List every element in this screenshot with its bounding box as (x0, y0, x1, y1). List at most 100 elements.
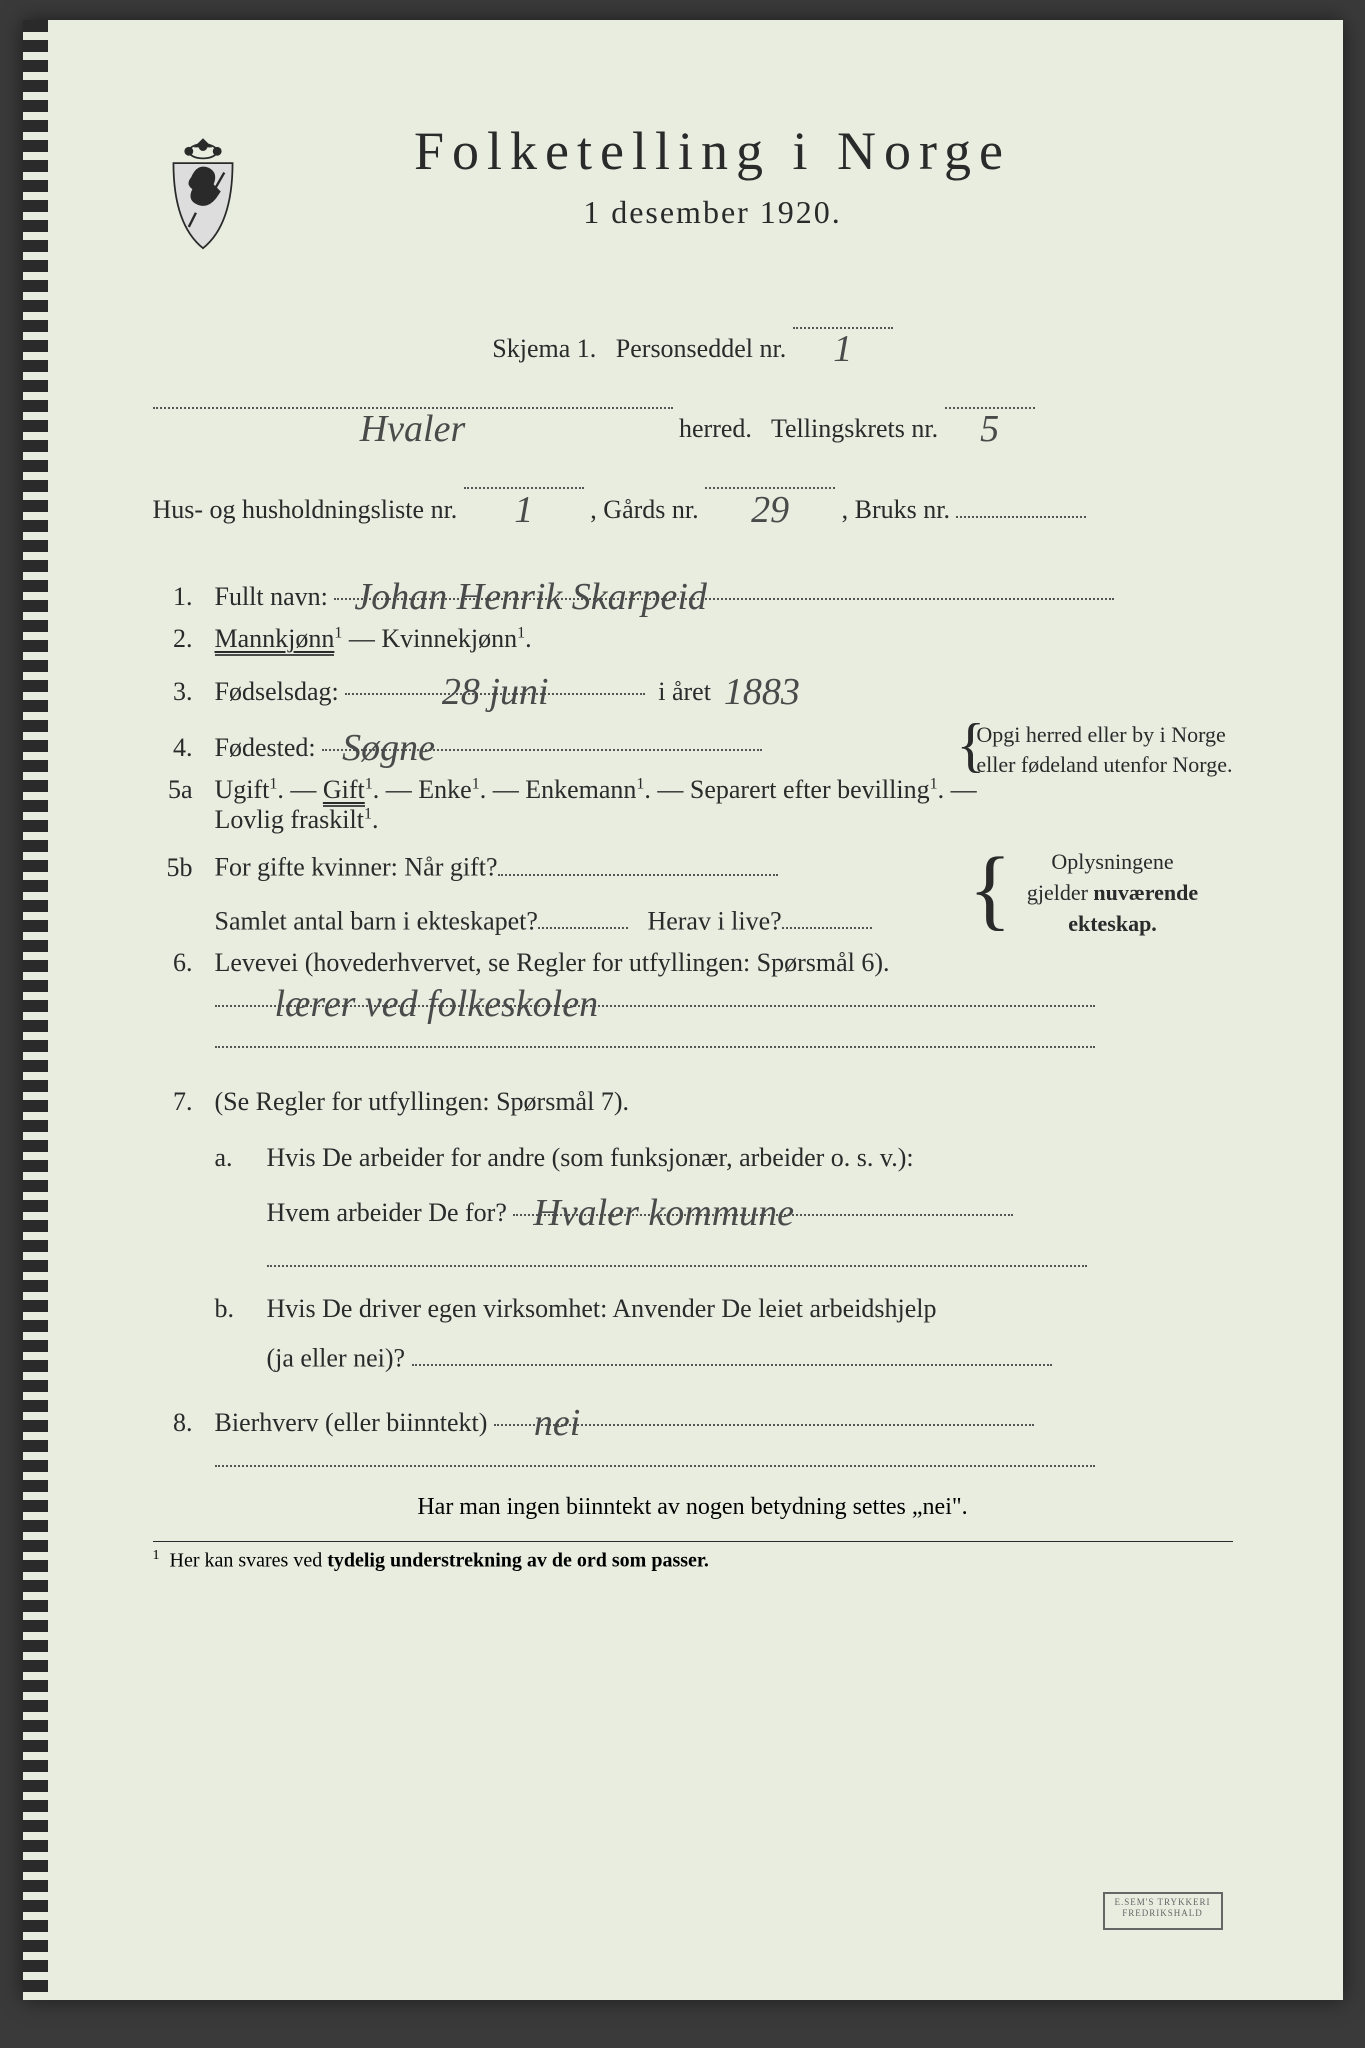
husliste-nr: 1 (514, 489, 533, 531)
q1-num: 1. (153, 582, 203, 612)
q5a-d1: . — (277, 775, 323, 804)
q6-content: Levevei (hovederhvervet, se Regler for u… (215, 948, 1233, 1055)
q5b-num: 5b (153, 853, 203, 883)
q3-label: Fødselsdag: (215, 677, 339, 706)
q5a-fraskilt: Lovlig fraskilt (215, 805, 364, 834)
q7-content: (Se Regler for utfyllingen: Spørsmål 7).… (215, 1087, 1233, 1385)
q2-period: . (525, 624, 532, 653)
q2-content: Mannkjønn1 — Kvinnekjønn1. (215, 624, 1233, 654)
q5a-s2: 1 (365, 776, 373, 793)
q5a-ugift: Ugift (215, 775, 270, 804)
herred-line: Hvaler herred. Tellingskrets nr. 5 (153, 380, 1233, 460)
q5a-p: . (372, 805, 379, 834)
q5b-side-l1: Oplysningene (993, 847, 1233, 878)
subtitle: 1 desember 1920. (293, 194, 1133, 231)
q3-day-field: 28 juni (345, 666, 645, 695)
q8-num: 8. (153, 1408, 203, 1438)
q7-num: 7. (153, 1087, 203, 1117)
q8-content: Bierhverv (eller biinntekt) nei (215, 1397, 1233, 1474)
q1-row: 1. Fullt navn: Johan Henrik Skarpeid (153, 571, 1233, 612)
husliste-field: 1 (464, 461, 584, 490)
printer-stamp: E.SEM'S TRYKKERI FREDRIKSHALD (1103, 1892, 1223, 1930)
q6-field: lærer ved folkeskolen (215, 978, 1095, 1007)
q5a-d4: . — (644, 775, 690, 804)
q2-sup2: 1 (517, 625, 525, 642)
q3-num: 3. (153, 677, 203, 707)
q2-kvinne: Kvinnekjønn (381, 624, 517, 653)
skjema-line: Skjema 1. Personseddel nr. 1 (153, 300, 1233, 380)
q5a-enkemann: Enkemann (525, 775, 636, 804)
q6-label: Levevei (hovederhvervet, se Regler for u… (215, 948, 890, 977)
q1-content: Fullt navn: Johan Henrik Skarpeid (215, 571, 1233, 612)
q7b-content: Hvis De driver egen virksomhet: Anvender… (267, 1294, 1233, 1374)
q3-year-label: i året (658, 677, 711, 706)
q1-value: Johan Henrik Skarpeid (354, 576, 706, 618)
q7-label: (Se Regler for utfyllingen: Spørsmål 7). (215, 1087, 629, 1116)
q4-note: { Opgi herred eller by i Norge eller fød… (976, 720, 1232, 779)
q5b-f1 (498, 847, 778, 876)
q2-mann: Mannkjønn (215, 624, 335, 656)
footnote: 1 Her kan svares ved tydelig understrekn… (153, 1541, 1233, 1573)
q5b-row: 5b For gifte kvinner: Når gift? Samlet a… (153, 847, 1233, 936)
q5b-l2a: Samlet antal barn i ekteskapet? (215, 906, 538, 935)
q5b-l2b: Herav i live? (647, 906, 781, 935)
q5b-f3 (782, 901, 872, 930)
brace-icon: { (956, 730, 985, 760)
q4-field: Søgne (322, 722, 762, 751)
q7a-field2 (267, 1238, 1087, 1267)
tellingskrets-field: 5 (945, 380, 1035, 409)
q4-num: 4. (153, 733, 203, 763)
census-form-page: Folketelling i Norge 1 desember 1920. Sk… (23, 20, 1343, 2000)
q3-day: 28 juni (442, 671, 549, 713)
q8-row: 8. Bierhverv (eller biinntekt) nei (153, 1397, 1233, 1474)
q7a-num: a. (215, 1143, 255, 1173)
q7a-content: Hvis De arbeider for andre (som funksjon… (267, 1143, 1233, 1274)
q7b-num: b. (215, 1294, 255, 1324)
bruks-label: , Bruks nr. (842, 495, 950, 524)
q6-num: 6. (153, 948, 203, 978)
q1-label: Fullt navn: (215, 582, 328, 611)
q5b-side-l2: gjelder nuværende (993, 878, 1233, 909)
q5b-content: For gifte kvinner: Når gift? Samlet anta… (215, 847, 973, 936)
q7a-field: Hvaler kommune (513, 1187, 1013, 1216)
title-block: Folketelling i Norge 1 desember 1920. (293, 120, 1233, 231)
q3-row: 3. Fødselsdag: 28 juni i året 1883 (153, 666, 1233, 710)
gards-nr: 29 (751, 489, 789, 531)
gards-field: 29 (705, 461, 835, 490)
q4-note-l1: Opgi herred eller by i Norge (976, 720, 1232, 750)
q2-row: 2. Mannkjønn1 — Kvinnekjønn1. (153, 624, 1233, 654)
q4-value: Søgne (342, 727, 435, 769)
q5b-l1a: For gifte kvinner: Når gift? (215, 853, 498, 882)
q7b-field (412, 1338, 1052, 1367)
q7b-l2: (ja eller nei)? (267, 1343, 406, 1372)
q5a-enke: Enke (418, 775, 471, 804)
q8-field: nei (494, 1397, 1034, 1426)
q4-note-l2: eller fødeland utenfor Norge. (976, 750, 1232, 780)
q5a-num: 5a (153, 775, 203, 805)
personseddel-label: Personseddel nr. (616, 334, 786, 363)
husliste-line: Hus- og husholdningsliste nr. 1 , Gårds … (153, 461, 1233, 541)
q4-row: 4. Fødested: Søgne { Opgi herred eller b… (153, 722, 1233, 763)
q5a-gift: Gift (323, 775, 365, 807)
q2-sep: — (342, 624, 381, 653)
personseddel-nr-field: 1 (793, 300, 893, 329)
q5a-content: Ugift1. — Gift1. — Enke1. — Enkemann1. —… (215, 775, 1233, 835)
q5a-d2: . — (373, 775, 419, 804)
q7a-l2: Hvem arbeider De for? (267, 1198, 507, 1227)
skjema-label: Skjema 1. (492, 334, 596, 363)
herred-field: Hvaler (153, 380, 673, 409)
q5a-separert: Separert efter bevilling (690, 775, 930, 804)
herred-value: Hvaler (360, 408, 466, 450)
q7b: b. Hvis De driver egen virksomhet: Anven… (215, 1294, 1233, 1374)
q7a: a. Hvis De arbeider for andre (som funks… (215, 1143, 1233, 1274)
q2-num: 2. (153, 624, 203, 654)
coat-of-arms-icon (153, 130, 253, 260)
q5b-side-l3: ekteskap. (993, 909, 1233, 940)
herred-label: herred. (679, 414, 752, 443)
q5b-sidenote: { Oplysningene gjelder nuværende ekteska… (993, 847, 1233, 939)
q5a-s3: 1 (472, 776, 480, 793)
q8-field2 (215, 1438, 1095, 1467)
q3-content: Fødselsdag: 28 juni i året 1883 (215, 666, 1233, 710)
brace-icon: { (969, 867, 1012, 912)
husliste-label: Hus- og husholdningsliste nr. (153, 495, 458, 524)
